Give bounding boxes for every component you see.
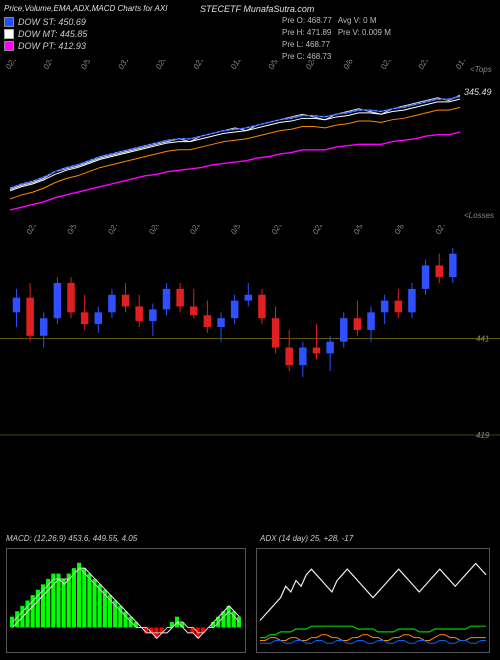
svg-text:025: 025 (191, 60, 206, 71)
svg-text:020: 020 (147, 225, 162, 236)
legend-dow-pt: DOW PT: 412.93 (4, 40, 87, 52)
title-center: STECETF MunafaSutra.com (200, 4, 314, 14)
macd-panel (6, 548, 246, 653)
ohlc-block: Pre O: 468.77Avg V: 0 M Pre H: 471.89Pre… (280, 14, 397, 64)
svg-text:0/5: 0/5 (65, 225, 79, 236)
svg-text:025: 025 (416, 60, 431, 71)
legend-label: DOW MT: 445.85 (18, 28, 87, 40)
svg-text:345.49: 345.49 (464, 87, 492, 97)
svg-text:0/9: 0/9 (352, 225, 366, 236)
candle-panel: 025 0/5 027 020 022 0/5 023 022 0/9 0/8 027 441 (0, 225, 500, 425)
legend-label: DOW ST: 450.69 (18, 16, 86, 28)
swatch-icon (4, 41, 14, 51)
empty-panel: 419 (0, 425, 500, 535)
svg-text:025: 025 (24, 225, 39, 236)
svg-text:020: 020 (154, 60, 169, 71)
pre-h: Pre H: 471.89 (282, 28, 336, 38)
svg-text:<Losses: <Losses (464, 211, 494, 220)
adx-label: ADX (14 day) 25, +28, -17 (260, 534, 353, 543)
legend: DOW ST: 450.69DOW MT: 445.85DOW PT: 412.… (4, 16, 87, 52)
svg-text:027: 027 (106, 225, 121, 236)
legend-dow-mt: DOW MT: 445.85 (4, 28, 87, 40)
price-panel: 0250240/50310200250120/90240/8023025017<… (0, 60, 500, 220)
svg-text:441: 441 (476, 335, 489, 344)
svg-text:0/8: 0/8 (393, 225, 407, 236)
svg-text:027: 027 (433, 225, 448, 236)
svg-text:025: 025 (4, 60, 19, 71)
svg-text:031: 031 (116, 60, 130, 71)
svg-text:017: 017 (454, 60, 469, 71)
swatch-icon (4, 17, 14, 27)
svg-text:022: 022 (311, 225, 326, 236)
pre-l: Pre L: 468.77 (282, 40, 336, 50)
adx-panel (256, 548, 490, 653)
svg-text:0/5: 0/5 (79, 60, 93, 71)
pre-o: Pre O: 468.77 (282, 16, 336, 26)
avg-v: Avg V: 0 M (338, 16, 395, 26)
svg-text:0/9: 0/9 (266, 60, 280, 71)
svg-text:023: 023 (379, 60, 394, 71)
swatch-icon (4, 29, 14, 39)
svg-text:419: 419 (476, 431, 490, 440)
chart-stage: Price,Volume,EMA,ADX,MACD Charts for AXI… (0, 0, 500, 660)
svg-text:024: 024 (304, 60, 319, 71)
svg-text:022: 022 (188, 225, 203, 236)
svg-text:023: 023 (270, 225, 285, 236)
title-left: Price,Volume,EMA,ADX,MACD Charts for AXI (4, 4, 167, 13)
legend-dow-st: DOW ST: 450.69 (4, 16, 87, 28)
macd-label: MACD: (12,26,9) 453.6, 449.55, 4.05 (6, 534, 137, 543)
svg-text:024: 024 (41, 60, 56, 71)
svg-text:012: 012 (229, 60, 244, 71)
svg-text:<Tops: <Tops (470, 65, 492, 74)
svg-text:0/5: 0/5 (229, 225, 243, 236)
pre-v: Pre V: 0.009 M (338, 28, 395, 38)
legend-label: DOW PT: 412.93 (18, 40, 86, 52)
svg-text:0/8: 0/8 (341, 60, 355, 71)
